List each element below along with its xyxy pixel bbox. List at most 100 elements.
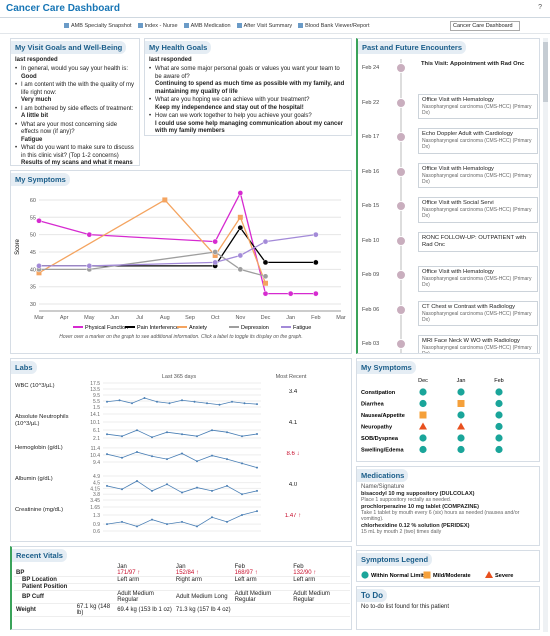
marker	[237, 252, 244, 259]
lab-name: Hemoglobin (g/dL)	[15, 445, 63, 451]
y-tick-label: 3.8	[93, 492, 100, 498]
toolbar-button[interactable]: AMB Specialty Snapshot	[64, 23, 132, 29]
marker	[36, 270, 42, 276]
y-tick-label: 60	[30, 198, 36, 204]
toolbar-button[interactable]: AMB Medication	[184, 23, 231, 29]
y-tick-label: 0.9	[93, 522, 100, 528]
point	[136, 429, 138, 432]
vitals-row: BP Location Left arm Right arm Left arm Left…	[14, 577, 350, 584]
point	[256, 466, 258, 469]
toolbar-button[interactable]: After Visit Summary	[237, 23, 293, 29]
med-name: prochlorperazine 10 mg tablet (COMPAZINE…	[361, 504, 480, 510]
cell	[233, 584, 292, 591]
cell	[174, 584, 233, 591]
point	[193, 400, 196, 403]
legend: Within Normal Limits Mild/Moderate Severe	[361, 571, 513, 579]
point	[241, 493, 243, 496]
legend-label[interactable]: Physical Function	[85, 325, 128, 331]
scrollbar[interactable]	[543, 38, 548, 632]
y-tick-label: 5.5	[93, 399, 100, 405]
encounter[interactable]: MRI Face Neck W WO with Radiology Nasopha…	[418, 335, 538, 353]
encounter-icon	[396, 166, 406, 177]
question: What are you hoping we can achieve with …	[145, 97, 351, 105]
status-icon	[495, 422, 503, 431]
toolbar-button[interactable]: Index - Nurse	[138, 23, 178, 29]
toolbar-button[interactable]: Blood Bank Viewer/Report	[298, 23, 369, 29]
legend-label[interactable]: Fatigue	[293, 325, 311, 331]
encounter[interactable]: Office Visit with Hematology Nasopharynge…	[418, 162, 538, 189]
scroll-thumb[interactable]	[543, 42, 548, 102]
point	[211, 489, 213, 492]
cell: Right arm	[175, 577, 202, 583]
point	[218, 403, 221, 406]
point	[226, 484, 228, 487]
recent-box: 8.6	[273, 451, 313, 461]
y-tick-label: 10.1	[90, 420, 100, 426]
encounter[interactable]: Office Visit with Hematology Nasopharynge…	[418, 93, 538, 120]
point	[106, 433, 108, 436]
y-tick-label: 30	[30, 302, 36, 308]
y-tick-label: 35	[30, 285, 36, 291]
marker	[212, 252, 218, 258]
period: Last 365 days	[162, 374, 196, 380]
symptom-name: Neuropathy	[361, 425, 393, 431]
column-header: Name/Signature	[361, 484, 405, 490]
encounter[interactable]: RONC FOLLOW-UP: OUTPATIENT with Rad Onc	[418, 231, 538, 252]
x-tick-label: May	[84, 315, 95, 321]
point	[231, 400, 233, 403]
encounter-icon	[396, 97, 406, 108]
encounter[interactable]: This Visit: Appointment with Rad Onc	[418, 59, 538, 71]
status-icon	[457, 422, 465, 430]
status: last responded	[149, 57, 192, 63]
y-axis-label: Score	[15, 239, 21, 255]
marker	[262, 273, 269, 280]
marker	[287, 290, 294, 297]
encounter-date: Feb 17	[362, 134, 380, 140]
point	[136, 525, 138, 528]
point	[243, 402, 246, 405]
y-tick-label: 4.15	[90, 486, 100, 492]
marker	[36, 217, 42, 224]
legend-label[interactable]: Pain Interference	[137, 325, 179, 331]
legend-label[interactable]: Depression	[241, 325, 269, 331]
med-sig: Take 1 tablet by mouth every 6 (six) hou…	[361, 510, 520, 522]
lab-name-box: Albumin (g/dL)	[15, 476, 53, 482]
y-tick-label: 9.4	[93, 460, 100, 466]
encounter-date: Feb 16	[362, 168, 380, 175]
encounter[interactable]: Echo Doppler Adult with Cardiology Nasoph…	[418, 128, 538, 154]
status-icon	[495, 399, 503, 408]
encounter[interactable]: Office Visit with Hematology Nasopharynge…	[418, 266, 538, 292]
encounter[interactable]: Office Visit with Social Servi Nasopharyn…	[418, 197, 538, 223]
recent-box: 4.1	[289, 420, 297, 426]
status-icon	[457, 445, 465, 454]
recent-vitals: Recent VitalsJanJanFebFebBP171/97152/841…	[10, 546, 352, 630]
health-goals: My Health Goals last responded What are so…	[144, 38, 352, 136]
marker	[36, 263, 42, 269]
legend-label: Mild/Moderate	[433, 573, 471, 579]
recent-box: 3.4	[289, 389, 297, 395]
question: How can we work together to help you ach…	[145, 113, 351, 121]
help[interactable]: ?	[538, 4, 542, 11]
answer: Continuing to spend as much time as poss…	[155, 81, 345, 95]
y-tick-label: 40	[30, 267, 36, 273]
marker	[262, 290, 269, 297]
lab-recent: 8.6	[273, 451, 313, 457]
status-icon	[495, 388, 503, 396]
series-line	[39, 226, 316, 267]
symptom-name: Nausea/Appetite	[361, 413, 405, 419]
question: I am content with the with the quality o…	[11, 82, 139, 97]
search-box[interactable]: Cancer Care Dashboard	[450, 21, 520, 31]
marker	[86, 231, 93, 238]
header: Cancer Care Dashboard?	[0, 0, 550, 18]
encounter-icon	[396, 270, 406, 280]
encounter[interactable]: CT Chest w Contrast with Radiology Nasoph…	[418, 300, 538, 327]
status-icon	[457, 434, 465, 442]
status-icon	[419, 411, 427, 419]
legend-label[interactable]: Anxiety	[189, 325, 207, 331]
panel-title: My Symptoms	[357, 361, 416, 374]
encounter-dx: Nasopharyngeal carcinoma (CMS-HCC) (Prim…	[422, 207, 532, 220]
point	[166, 431, 168, 434]
encounter-dx: Nasopharyngeal carcinoma (CMS-HCC) (Prim…	[422, 172, 532, 185]
point	[226, 520, 228, 523]
marker	[237, 266, 244, 273]
